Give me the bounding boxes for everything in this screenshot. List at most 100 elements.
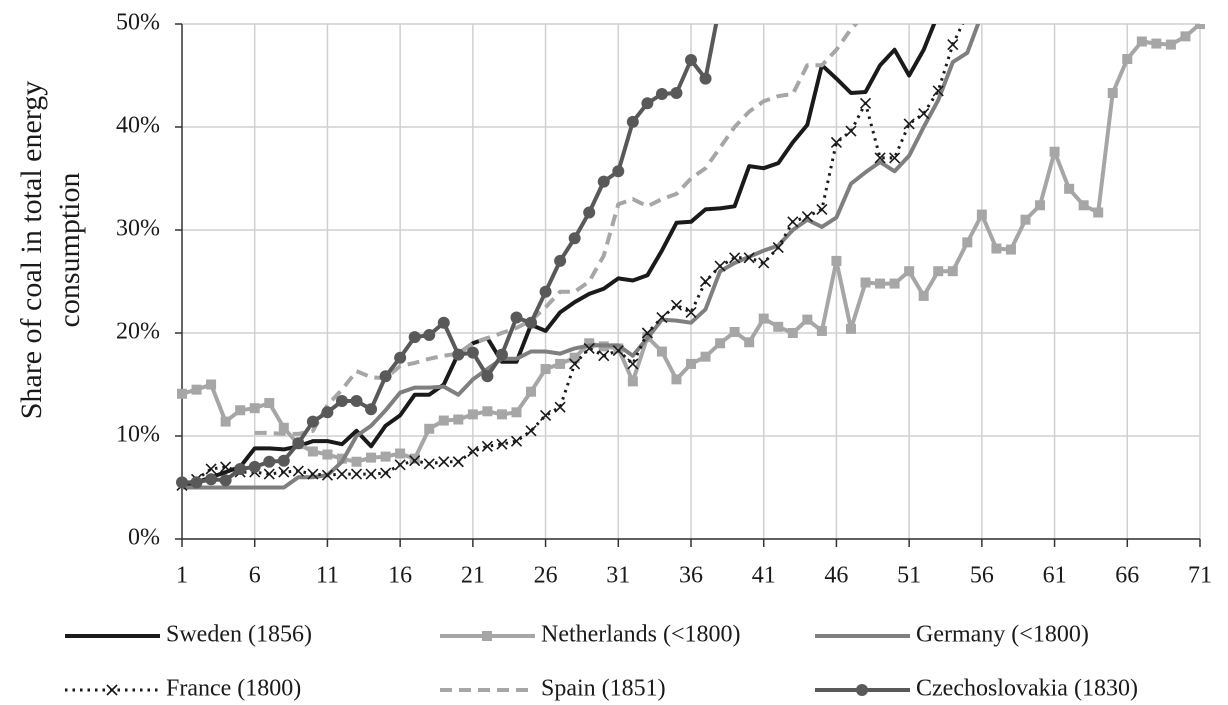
marker <box>670 299 683 311</box>
marker <box>904 266 915 277</box>
marker <box>481 440 493 452</box>
marker <box>1136 36 1147 47</box>
x-tick-label: 6 <box>249 563 261 589</box>
marker <box>568 232 581 245</box>
marker <box>1078 200 1089 211</box>
marker <box>670 87 683 100</box>
marker <box>510 311 523 324</box>
marker <box>206 379 217 390</box>
marker <box>729 326 740 337</box>
marker <box>307 446 318 457</box>
marker <box>220 416 231 427</box>
marker <box>205 463 217 475</box>
x-tick-label: 16 <box>388 563 412 589</box>
marker <box>205 473 218 486</box>
marker <box>933 266 944 277</box>
marker <box>220 461 232 473</box>
marker <box>277 454 290 467</box>
legend-marker <box>856 684 868 696</box>
marker <box>962 9 972 19</box>
marker <box>365 468 377 480</box>
x-tick-label: 56 <box>970 563 994 589</box>
marker <box>947 266 958 277</box>
marker <box>380 467 392 479</box>
marker <box>249 403 260 414</box>
marker <box>235 405 246 416</box>
marker <box>598 350 610 362</box>
legend-marker <box>482 631 492 641</box>
legend-label: France (1800) <box>166 676 301 702</box>
marker <box>177 388 187 399</box>
marker <box>1049 146 1060 157</box>
marker <box>1151 38 1162 49</box>
marker <box>889 278 900 289</box>
marker <box>321 469 333 481</box>
marker <box>889 152 901 164</box>
marker <box>816 325 827 336</box>
series-line <box>181 24 937 490</box>
marker <box>875 278 886 289</box>
marker <box>991 243 1002 254</box>
marker <box>801 211 813 223</box>
marker <box>496 409 507 420</box>
marker <box>555 358 566 369</box>
marker <box>1107 88 1118 99</box>
marker <box>540 364 551 375</box>
marker <box>947 39 959 51</box>
marker <box>612 165 625 178</box>
marker <box>467 445 479 458</box>
marker <box>584 338 595 349</box>
x-tick-label: 11 <box>316 563 339 589</box>
marker <box>525 425 537 437</box>
marker <box>554 401 566 413</box>
marker <box>292 465 304 477</box>
marker <box>903 118 915 130</box>
marker <box>408 331 421 344</box>
marker <box>176 476 188 489</box>
marker <box>685 306 697 318</box>
marker <box>626 115 639 128</box>
marker <box>278 466 290 478</box>
marker <box>918 290 929 301</box>
marker <box>714 0 726 9</box>
marker <box>453 414 464 425</box>
x-tick-label: 1 <box>176 563 188 589</box>
marker <box>700 351 711 362</box>
marker <box>1122 54 1133 65</box>
marker <box>496 438 508 450</box>
marker <box>1035 200 1046 211</box>
marker <box>438 456 450 468</box>
marker <box>540 409 552 421</box>
marker <box>466 346 479 359</box>
marker <box>554 254 567 267</box>
marker <box>773 321 784 332</box>
marker <box>510 435 523 447</box>
marker <box>365 403 378 416</box>
marker <box>932 85 944 97</box>
marker <box>714 260 726 272</box>
marker <box>379 370 392 383</box>
marker <box>292 437 305 450</box>
marker <box>366 452 377 463</box>
marker <box>744 337 755 348</box>
x-tick-label: 36 <box>679 563 703 589</box>
x-tick-label: 61 <box>1043 563 1067 589</box>
marker <box>438 415 449 426</box>
x-tick-label: 21 <box>461 563 485 589</box>
x-tick-label: 51 <box>897 563 921 589</box>
x-tick-label: 26 <box>534 563 558 589</box>
marker <box>495 348 508 361</box>
marker <box>656 346 667 357</box>
marker <box>918 108 930 120</box>
marker <box>336 468 348 480</box>
marker <box>278 422 289 433</box>
marker <box>612 344 624 357</box>
marker <box>859 97 872 109</box>
marker <box>394 459 406 471</box>
marker <box>219 474 232 487</box>
series-line <box>182 24 981 490</box>
marker <box>409 455 421 467</box>
x-tick-label: 31 <box>606 563 630 589</box>
legend-label: Netherlands (<1800) <box>541 622 740 648</box>
